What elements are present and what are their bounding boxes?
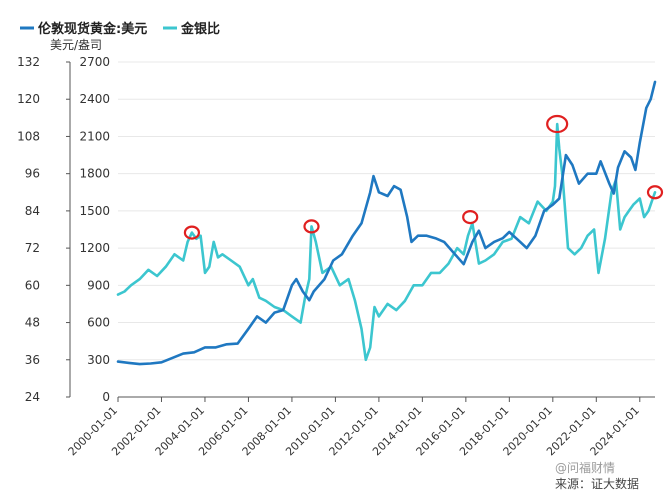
right-axis-tick-label: 300	[87, 353, 110, 367]
gridlines	[118, 61, 655, 361]
watermark-handle: @问福财情	[555, 460, 615, 475]
left-axis-tick-label: 24	[25, 390, 40, 404]
left-axis-tick-label: 120	[17, 92, 40, 106]
right-axis-tick-label: 900	[87, 278, 110, 292]
annotation-circle	[646, 185, 664, 200]
annotation-circle	[303, 219, 320, 234]
left-axis-tick-label: 96	[25, 167, 40, 181]
annotation-circle	[546, 114, 569, 134]
annotation-circle	[183, 225, 201, 240]
left-axis-tick-label: 60	[25, 278, 40, 292]
right-axis-tick-label: 2700	[79, 55, 110, 69]
left-axis-tick-label: 48	[25, 316, 40, 330]
left-axis-tick-label: 108	[17, 129, 40, 143]
left-axis-tick-label: 132	[17, 55, 40, 69]
annotation-circle	[462, 209, 479, 225]
legend-label-gold: 伦敦现货黄金:美元	[38, 21, 147, 37]
series-line-gold-silver-ratio	[116, 122, 657, 362]
right-axis-tick-label: 1800	[79, 167, 110, 181]
legend-label-ratio: 金银比	[180, 21, 220, 37]
series-lines	[116, 80, 657, 366]
right-axis-tick-label: 1200	[79, 241, 110, 255]
right-axis-tick-label: 600	[87, 316, 110, 330]
left-axis-tick-label: 84	[25, 204, 40, 218]
right-axis-tick-label: 0	[102, 390, 110, 404]
left-axis-tick-label: 36	[25, 353, 40, 367]
right-axis-tick-label: 2100	[79, 129, 110, 143]
left-axis-tick-label: 72	[25, 241, 40, 255]
annotations	[183, 114, 664, 240]
unit-label: 美元/盎司	[50, 38, 102, 52]
watermark-source: 来源：证大数据	[555, 476, 639, 491]
legend: 伦敦现货黄金:美元 金银比	[20, 21, 220, 37]
right-axis-tick-label: 2400	[79, 92, 110, 106]
series-line-gold-price	[116, 80, 657, 366]
right-axis-tick-label: 1500	[79, 204, 110, 218]
